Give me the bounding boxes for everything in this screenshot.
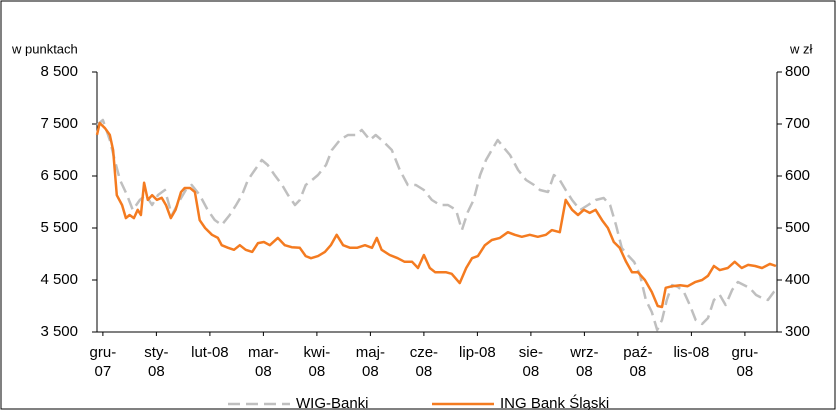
y-tick-label: 7 500: [40, 115, 78, 132]
y-axis-label: w punktach: [11, 41, 78, 56]
x-tick-label: paź- 08: [623, 344, 653, 380]
y-tick-label: 6 500: [40, 167, 78, 184]
x-tick-label: sty- 08: [144, 344, 169, 380]
x-tick-label: wrz- 08: [570, 344, 599, 380]
y2-tick-label: 300: [785, 323, 810, 340]
y2-tick-label: 500: [785, 219, 810, 236]
y-tick-label: 8 500: [40, 63, 78, 80]
x-tick-label: mar- 08: [247, 344, 279, 380]
x-tick-label: gru- 08: [731, 344, 759, 380]
x-tick-label: lut-08: [191, 344, 229, 361]
x-tick-label: kwi- 08: [303, 344, 331, 380]
x-tick-label: lip-08: [459, 344, 496, 361]
series-line: [96, 118, 778, 332]
x-tick-label: maj- 08: [355, 344, 385, 380]
y-tick-label: 5 500: [40, 219, 78, 236]
x-tick-label: lis-08: [673, 344, 710, 361]
legend-label: ING Bank Śląski: [500, 394, 609, 410]
x-tick-label: sie- 08: [518, 344, 543, 380]
y2-axis-label: w zł: [789, 41, 813, 56]
y2-tick-label: 800: [785, 63, 810, 80]
y2-tick-label: 400: [785, 271, 810, 288]
legend-label: WIG-Banki: [296, 395, 369, 410]
x-tick-label: gru- 07: [89, 344, 117, 380]
y-tick-label: 4 500: [40, 271, 78, 288]
x-tick-label: cze- 08: [409, 344, 439, 380]
y2-tick-label: 600: [785, 167, 810, 184]
series-line: [95, 121, 777, 309]
y2-tick-label: 700: [785, 115, 810, 132]
y-tick-label: 3 500: [40, 323, 78, 340]
